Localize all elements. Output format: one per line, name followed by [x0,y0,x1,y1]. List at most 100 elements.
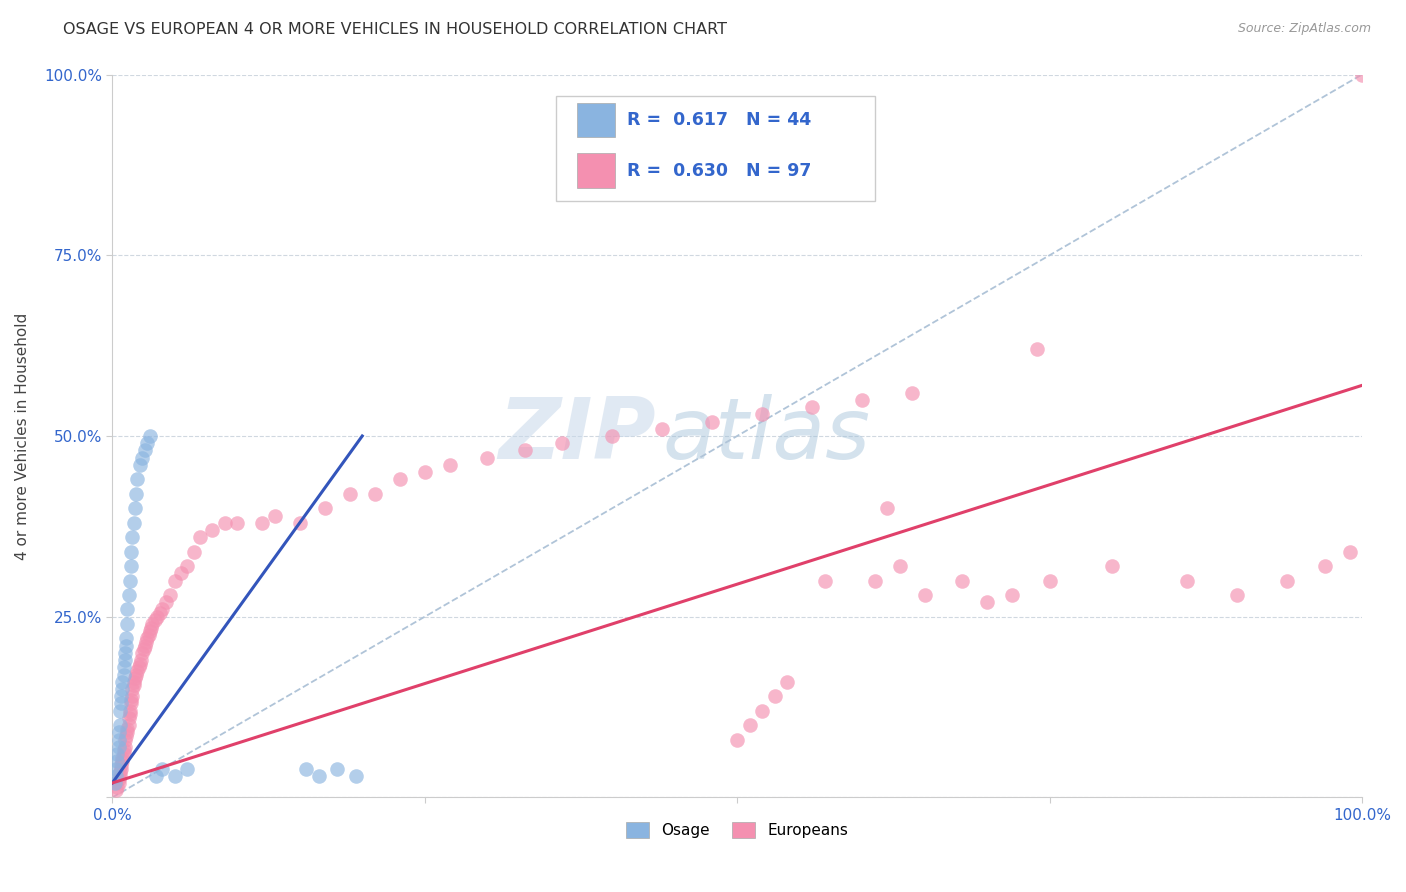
Text: OSAGE VS EUROPEAN 4 OR MORE VEHICLES IN HOUSEHOLD CORRELATION CHART: OSAGE VS EUROPEAN 4 OR MORE VEHICLES IN … [63,22,727,37]
Point [288,516,311,530]
Point [104,776,127,790]
Point [125,667,148,681]
Point [108,765,131,780]
Point [124,501,146,516]
Point [513,443,536,458]
Point [108,704,131,718]
Point [651,422,673,436]
Point [155,595,177,609]
Point [146,609,169,624]
Point [112,660,135,674]
Point [1175,574,1198,588]
Point [214,516,236,530]
Point [252,516,274,530]
Point [141,616,163,631]
Point [801,400,824,414]
Point [121,530,143,544]
Point [117,588,139,602]
Point [600,429,623,443]
Point [201,523,224,537]
Point [183,544,205,558]
Point [763,690,786,704]
Point [122,674,145,689]
Point [111,674,134,689]
Point [149,606,172,620]
Point [105,762,128,776]
Point [851,392,873,407]
Point [105,780,128,794]
Point [117,725,139,739]
Point [120,544,142,558]
Point [145,769,167,783]
Point [188,530,211,544]
Point [112,743,135,757]
Point [105,747,128,761]
Text: R =  0.617   N = 44: R = 0.617 N = 44 [627,112,811,129]
Point [159,588,181,602]
Point [105,769,128,783]
Point [139,624,162,639]
Point [120,697,142,711]
Point [107,776,129,790]
Point [364,487,387,501]
Point [122,678,145,692]
Point [139,621,162,635]
Point [110,697,132,711]
Point [125,487,148,501]
FancyBboxPatch shape [578,103,614,137]
Legend: Osage, Europeans: Osage, Europeans [620,816,855,844]
Point [751,407,773,421]
Point [725,732,748,747]
Point [117,616,139,631]
Point [170,566,193,581]
Point [107,739,129,754]
Point [339,487,361,501]
Point [295,762,318,776]
Point [118,704,141,718]
Point [114,653,136,667]
Point [863,574,886,588]
Point [388,472,411,486]
Point [163,574,186,588]
Point [226,516,249,530]
Point [1339,544,1361,558]
FancyBboxPatch shape [555,96,875,201]
Point [107,732,129,747]
Point [107,772,129,787]
Point [477,450,499,465]
Point [150,762,173,776]
Point [1351,68,1374,82]
Point [876,501,898,516]
Point [163,769,186,783]
Point [105,783,128,797]
Point [551,436,574,450]
Point [738,718,761,732]
Point [914,588,936,602]
Point [344,769,367,783]
Point [136,436,159,450]
Point [1026,343,1049,357]
Point [889,559,911,574]
Point [308,769,330,783]
Point [117,722,139,736]
Point [138,628,160,642]
Point [131,646,153,660]
Point [134,639,156,653]
Point [1001,588,1024,602]
Point [110,762,132,776]
Point [702,415,724,429]
Point [439,458,461,472]
Point [108,769,131,783]
Point [263,508,285,523]
Point [115,729,138,743]
Point [115,639,138,653]
Point [1226,588,1249,602]
Point [128,660,150,674]
Point [143,613,166,627]
Point [136,632,159,646]
Point [132,642,155,657]
Point [121,690,143,704]
Point [1275,574,1298,588]
Point [112,747,135,761]
Text: atlas: atlas [662,394,870,477]
